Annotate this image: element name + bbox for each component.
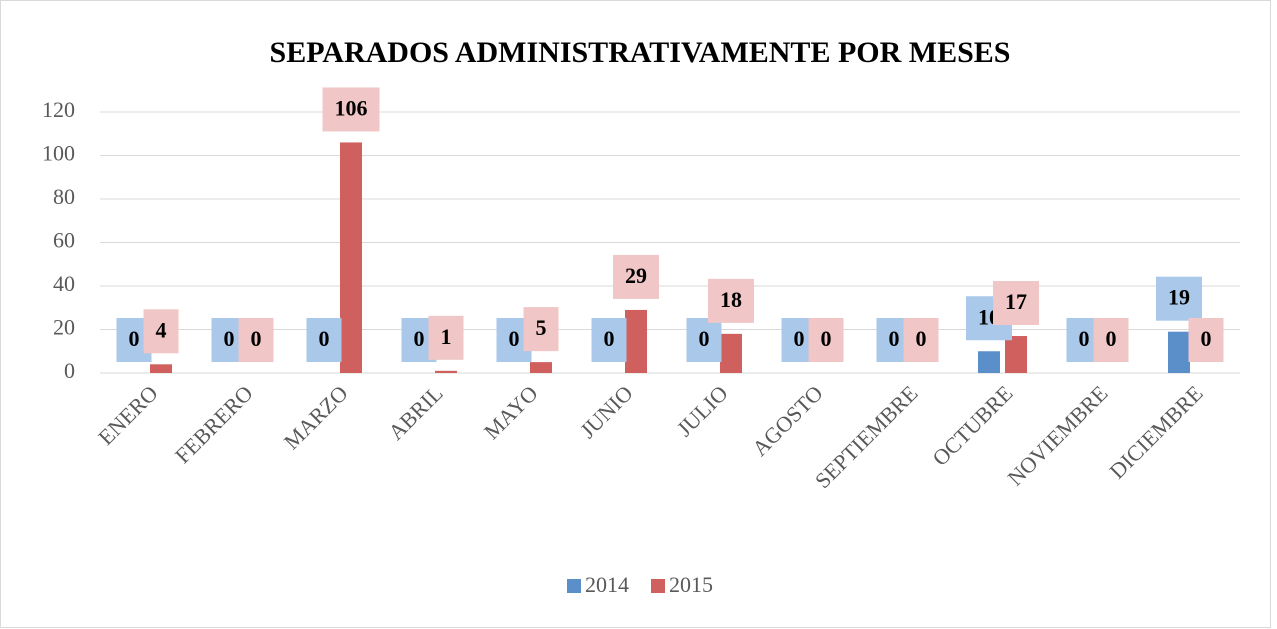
data-label-box: [808, 318, 844, 362]
data-label: 0: [916, 326, 927, 351]
bar: [435, 370, 457, 373]
data-label-box: [903, 318, 939, 362]
data-label: 17: [1005, 289, 1027, 314]
legend-swatch: [651, 579, 665, 593]
legend: 2014 2015: [567, 572, 713, 597]
bar: [625, 309, 647, 373]
legend-label: 2014: [585, 572, 629, 597]
y-tick-label: 120: [42, 97, 75, 122]
data-label-box: [686, 318, 722, 362]
data-label: 0: [821, 326, 832, 351]
data-label: 1: [441, 324, 452, 349]
data-label: 106: [335, 95, 368, 120]
data-label: 0: [699, 326, 710, 351]
data-label-box: [1093, 318, 1129, 362]
data-label-box: [143, 309, 179, 354]
data-label-box: [1156, 276, 1202, 321]
y-tick-label: 80: [53, 184, 75, 209]
data-label: 0: [414, 326, 425, 351]
data-label: 4: [156, 317, 167, 342]
y-tick-label: 20: [53, 315, 75, 340]
data-label: 29: [625, 263, 647, 288]
data-label: 0: [319, 326, 330, 351]
y-tick-label: 100: [42, 141, 75, 166]
data-label-box: [306, 318, 342, 362]
data-label: 0: [251, 326, 262, 351]
data-label: 5: [536, 315, 547, 340]
data-label-box: [1188, 318, 1224, 362]
y-tick-label: 60: [53, 228, 75, 253]
data-label: 0: [509, 326, 520, 351]
data-label: 0: [1201, 326, 1212, 351]
bar: [1168, 331, 1190, 373]
data-label: 0: [604, 326, 615, 351]
data-label: 0: [794, 326, 805, 351]
bar: [1005, 336, 1027, 373]
data-label: 0: [1106, 326, 1117, 351]
data-label: 0: [129, 326, 140, 351]
y-tick-label: 0: [64, 358, 75, 383]
data-label: 0: [224, 326, 235, 351]
data-label-box: [708, 278, 754, 323]
data-label-box: [993, 281, 1039, 326]
data-label: 18: [720, 287, 742, 312]
bar: [530, 362, 552, 373]
chart-title: SEPARADOS ADMINISTRATIVAMENTE POR MESES: [270, 36, 1011, 69]
legend-label: 2015: [669, 572, 713, 597]
data-label-box: [322, 87, 380, 132]
data-label: 19: [1168, 285, 1190, 310]
legend-swatch: [567, 579, 581, 593]
data-label: 0: [1079, 326, 1090, 351]
data-label-box: [428, 315, 464, 360]
data-label-box: [591, 318, 627, 362]
data-label: 0: [889, 326, 900, 351]
bar: [150, 364, 172, 373]
bar: [340, 142, 362, 373]
bar: [978, 351, 1000, 373]
y-tick-label: 40: [53, 271, 75, 296]
data-label-box: [523, 307, 559, 352]
data-label-box: [613, 254, 659, 299]
bar: [720, 333, 742, 373]
data-label-box: [238, 318, 274, 362]
